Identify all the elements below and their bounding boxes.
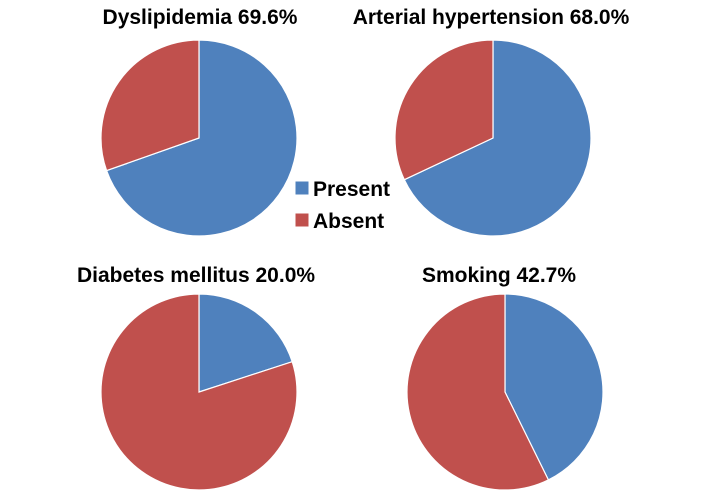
pie-slices-arterial-hypertension [394,39,592,237]
pie-slices-smoking [406,293,604,491]
pie-slice-present [403,39,592,237]
pie-slice-present [105,39,298,237]
pie-slices-dyslipidemia [100,39,298,237]
pie-slice-absent [100,39,200,172]
legend-label-absent: Absent [313,210,384,233]
chart-title-arterial-hypertension: Arterial hypertension 68.0% [353,6,630,29]
pie-slice-absent [100,293,298,491]
pie-chart-arterial-hypertension: Arterial hypertension 68.0% [353,6,630,237]
pie-chart-dyslipidemia: Dyslipidemia 69.6% [100,6,298,237]
pie-slice-present [198,293,293,393]
legend-swatch-present [294,180,310,196]
chart-title-smoking: Smoking 42.7% [422,264,576,287]
pie-slice-absent [394,39,494,181]
pie-slice-absent [406,293,550,491]
legend: Present Absent [294,178,390,233]
pie-slice-present [504,293,604,481]
legend-item-present: Present [294,178,390,201]
legend-swatch-absent [294,212,310,228]
legend-item-absent: Absent [294,210,384,233]
legend-label-present: Present [313,178,390,201]
pie-chart-diabetes-mellitus: Diabetes mellitus 20.0% [77,264,315,491]
pie-chart-smoking: Smoking 42.7% [406,264,604,491]
chart-title-diabetes-mellitus: Diabetes mellitus 20.0% [77,264,315,287]
chart-title-dyslipidemia: Dyslipidemia 69.6% [103,6,298,29]
pie-slices-diabetes-mellitus [100,293,298,491]
